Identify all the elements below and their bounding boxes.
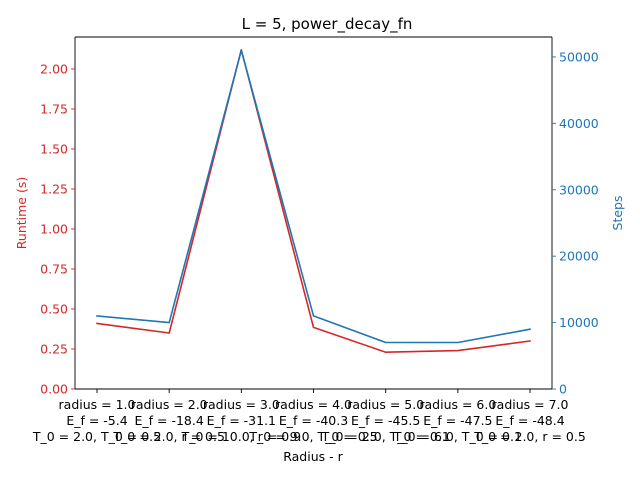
right-tick-label: 40000: [559, 116, 599, 131]
right-tick-label: 30000: [559, 182, 599, 197]
x-tick-label: radius = 2.0 E_f = -18.4 T_0 = 2.0, r = 0.…: [112, 397, 225, 444]
x-tick-label: radius = 6.0 E_f = -47.5 T_0 = 6.0, T_0 = …: [393, 397, 522, 444]
right-axis-label: Steps: [610, 196, 625, 231]
left-tick-label: 0.25: [40, 342, 68, 357]
right-tick-label: 10000: [559, 315, 599, 330]
right-tick-label: 0: [559, 382, 567, 397]
x-tick-label: radius = 4.0 E_f = -40.3 T_0 = 9.0, T_0 = …: [248, 397, 377, 444]
right-tick-label: 50000: [559, 49, 599, 64]
x-tick-label: radius = 1.0 E_f = -5.4 T_0 = 2.0, T_0 = 0…: [32, 397, 161, 444]
left-tick-label: 1.00: [40, 222, 68, 237]
left-axis-label: Runtime (s): [14, 177, 29, 249]
x-tick-label: radius = 7.0 E_f = -48.4 T_0 = 2.0, r = 0.…: [473, 397, 586, 444]
series-line-runtime: [96, 48, 531, 354]
left-tick-label: 2.00: [40, 62, 68, 77]
left-tick-label: 1.25: [40, 182, 68, 197]
chart-title: L = 5, power_decay_fn: [242, 15, 413, 34]
left-tick-label: 0.75: [40, 262, 68, 277]
left-tick-label: 1.75: [40, 102, 68, 117]
left-tick-label: 1.50: [40, 142, 68, 157]
x-tick-label: radius = 3.0 E_f = -31.1 T_0 = 10.0, r = 0…: [181, 397, 302, 444]
plot-area: 0.00 0.25 0.50 0.75 1.00 1.25 1.50 1.75 2.00 0 100…: [32, 36, 599, 444]
series-line-steps: [96, 49, 531, 344]
x-axis-label: Radius - r: [283, 449, 343, 464]
left-tick-label: 0.00: [40, 382, 68, 397]
left-tick-label: 0.50: [40, 302, 68, 317]
right-tick-label: 20000: [559, 249, 599, 264]
x-tick-label: radius = 5.0 E_f = -45.5 T_0 = 2.0, T_0 = …: [321, 397, 450, 444]
